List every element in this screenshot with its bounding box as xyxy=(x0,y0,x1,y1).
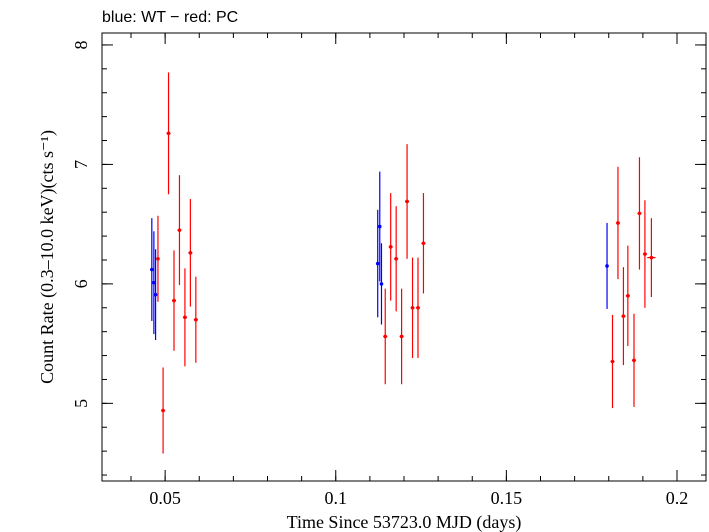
data-point xyxy=(375,261,380,266)
plot-frame xyxy=(101,32,707,482)
data-point xyxy=(377,224,382,229)
data-point xyxy=(388,245,393,249)
series-1 xyxy=(156,72,656,454)
data-point xyxy=(416,305,420,310)
x-tick-label: 0.2 xyxy=(666,488,689,508)
y-tick-label: 8 xyxy=(71,40,91,49)
data-point xyxy=(150,267,154,272)
data-point xyxy=(610,359,615,364)
data-point xyxy=(383,334,388,339)
x-tick-label: 0.15 xyxy=(491,488,523,508)
data-point xyxy=(177,228,182,232)
data-point xyxy=(621,314,626,318)
data-point xyxy=(421,241,426,246)
data-point xyxy=(410,305,415,310)
axes: 0.05 0.1 0.15 0.2 5 6 7 8 xyxy=(71,33,706,508)
data-point xyxy=(172,298,176,303)
data-point xyxy=(152,280,156,285)
data-point xyxy=(637,211,642,216)
data-point xyxy=(188,251,193,255)
x-tick-label: 0.1 xyxy=(325,488,348,508)
data-point xyxy=(166,131,171,136)
y-tick-label: 6 xyxy=(71,279,91,288)
data-point xyxy=(153,292,158,297)
data-point xyxy=(379,282,384,286)
data-point xyxy=(194,317,198,322)
x-tick-label: 0.05 xyxy=(149,488,181,508)
data-point xyxy=(649,255,654,260)
data-point xyxy=(399,334,404,339)
data-point xyxy=(161,408,165,413)
x-axis-label: Time Since 53723.0 MJD (days) xyxy=(287,512,522,532)
data-point xyxy=(632,358,636,363)
y-axis-label: Count Rate (0.3–10.0 keV)(cts s⁻¹) xyxy=(37,130,58,384)
data-series xyxy=(150,72,656,454)
data-point xyxy=(394,256,398,261)
data-point xyxy=(183,315,187,320)
y-tick-label: 5 xyxy=(71,399,91,408)
data-point xyxy=(605,264,609,268)
data-point xyxy=(405,199,409,204)
series-0 xyxy=(150,171,609,341)
data-point xyxy=(643,252,647,256)
data-point xyxy=(626,294,630,298)
data-point xyxy=(616,221,620,225)
data-point xyxy=(156,256,160,261)
y-tick-label: 7 xyxy=(71,160,91,169)
chart-title: blue: WT − red: PC xyxy=(102,9,238,26)
